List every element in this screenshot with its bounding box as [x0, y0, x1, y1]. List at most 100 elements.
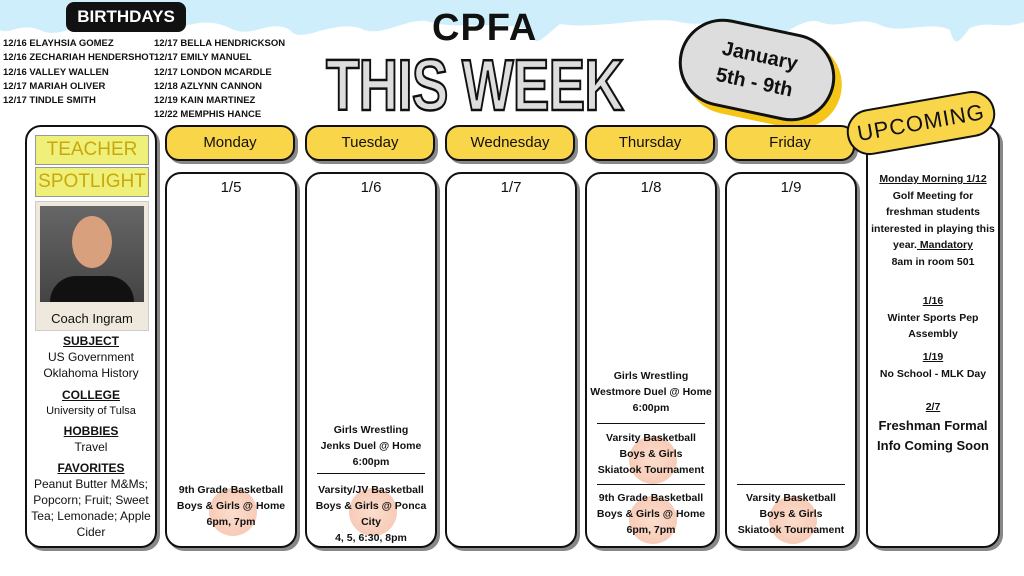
event: 9th Grade Basketball Boys & Girls @ Home 6… [167, 482, 295, 530]
birthday-entry: 12/17 LONDON MCARDLE [154, 66, 272, 78]
event-line: 9th Grade Basketball [178, 484, 284, 496]
upcoming-line: 8am in room 501 [891, 255, 975, 268]
college-value: University of Tulsa [46, 405, 136, 417]
upcoming-item: 1/16 Winter Sports Pep Assembly [868, 293, 998, 343]
event-line: Varsity Basketball [606, 432, 696, 444]
birthday-entry: 12/19 KAIN MARTINEZ [154, 95, 256, 107]
day-column-thursday: 1/8 Girls Wrestling Westmore Duel @ Home 6:… [585, 172, 717, 548]
upcoming-line: Freshman Formal [878, 417, 988, 433]
upcoming-date: 1/19 [922, 351, 944, 363]
basketball-icon [349, 488, 397, 536]
birthday-entry: 12/17 EMILY MANUEL [154, 52, 252, 64]
event-line: Boys & Girls @ Home [596, 508, 706, 520]
event-line: 4, 5, 6:30, 8pm [335, 532, 407, 544]
event-divider [317, 473, 425, 474]
day-header-thursday: Thursday [585, 125, 715, 161]
event-line: 6pm, 7pm [206, 516, 256, 528]
school-name: CPFA [432, 7, 538, 49]
birthdays-right-list: 12/17 BELLA HENDRICKSON 12/17 EMILY MANUE… [154, 37, 285, 123]
day-date: 1/7 [500, 179, 522, 196]
page-title: THIS WEEK [325, 46, 625, 126]
event: Girls Wrestling Westmore Duel @ Home 6:00p… [587, 368, 715, 416]
hobbies-section: HOBBIES Travel [27, 423, 155, 455]
spotlight-title-2: SPOTLIGHT [35, 167, 149, 197]
subject-label: SUBJECT [62, 334, 119, 348]
basketball-icon [769, 496, 817, 544]
birthday-entry: 12/18 AZLYNN CANNON [154, 80, 263, 92]
birthday-entry: 12/17 MARIAH OLIVER [3, 80, 106, 92]
mandatory-label: Mandatory [916, 239, 973, 251]
upcoming-line: Info Coming Soon [877, 437, 989, 453]
day-header-friday: Friday [725, 125, 855, 161]
day-column-monday: 1/5 9th Grade Basketball Boys & Girls @ Ho… [165, 172, 297, 548]
day-column-wednesday: 1/7 [445, 172, 577, 548]
event-line: 6pm, 7pm [626, 524, 676, 536]
day-date: 1/6 [360, 179, 382, 196]
upcoming-line: Golf Meeting for [892, 189, 974, 202]
event: 9th Grade Basketball Boys & Girls @ Home 6… [587, 490, 715, 538]
college-section: COLLEGE University of Tulsa [27, 387, 155, 419]
day-column-friday: 1/9 Varsity Basketball Boys & Girls Skiatoo… [725, 172, 857, 548]
day-column-tuesday: 1/6 Girls Wrestling Jenks Duel @ Home 6:00p… [305, 172, 437, 548]
teacher-name: Coach Ingram [51, 311, 133, 326]
day-header-wednesday: Wednesday [445, 125, 575, 161]
birthday-entry: 12/16 ELAYHSIA GOMEZ [3, 38, 114, 49]
basketball-icon [629, 496, 677, 544]
event-line: Boys & Girls [759, 508, 823, 520]
event-line: Varsity Basketball [746, 492, 836, 504]
event: Girls Wrestling Jenks Duel @ Home 6:00pm [307, 422, 435, 470]
drip-decoration [0, 0, 1024, 42]
event-line: Skiatook Tournament [737, 524, 845, 536]
event-divider [597, 484, 705, 485]
event: Varsity/JV Basketball Boys & Girls @ Ponc… [307, 482, 435, 546]
upcoming-line: interested in playing this [871, 222, 995, 235]
subject-1: US Government [47, 350, 135, 364]
upcoming-line: No School - MLK Day [879, 367, 987, 380]
upcoming-date: Monday Morning 1/12 [879, 173, 987, 185]
favorites-value: Peanut Butter M&Ms; Popcorn; Fruit; Swee… [31, 477, 151, 539]
birthday-entry: 12/17 BELLA HENDRICKSON [154, 38, 286, 49]
favorites-label: FAVORITES [57, 461, 125, 475]
event-line: 6:00pm [352, 456, 390, 468]
birthday-entry: 12/16 VALLEY WALLEN [3, 66, 109, 78]
day-date: 1/5 [220, 179, 242, 196]
basketball-icon [629, 436, 677, 484]
upcoming-line: freshman students [886, 206, 980, 218]
event-line: Varsity/JV Basketball [318, 484, 424, 496]
hobbies-value: Travel [74, 440, 108, 454]
basketball-icon [209, 488, 257, 536]
subject-2: Oklahoma History [43, 366, 139, 380]
event-line: 9th Grade Basketball [598, 492, 704, 504]
birthday-entry: 12/17 TINDLE SMITH [3, 95, 96, 107]
day-header-tuesday: Tuesday [305, 125, 435, 161]
event-line: Skiatook Tournament [597, 464, 705, 476]
teacher-photo: Coach Ingram [35, 201, 149, 331]
favorites-section: FAVORITES Peanut Butter M&Ms; Popcorn; Fr… [27, 460, 155, 540]
event: Varsity Basketball Boys & Girls Skiatook T… [587, 430, 715, 478]
event-line: Westmore Duel @ Home [590, 386, 712, 398]
upcoming-date: 1/16 [922, 295, 944, 307]
upcoming-panel: Monday Morning 1/12 Golf Meeting for fresh… [866, 125, 1000, 548]
spotlight-title-1: TEACHER [35, 135, 149, 165]
event-line: Girls Wrestling [613, 370, 689, 382]
teacher-spotlight-panel: TEACHER SPOTLIGHT Coach Ingram SUBJECT US… [25, 125, 157, 548]
event-line: Jenks Duel @ Home [320, 440, 422, 452]
subject-section: SUBJECT US Government Oklahoma History [27, 333, 155, 381]
upcoming-date: 2/7 [925, 401, 941, 413]
upcoming-item: 2/7 Freshman Formal Info Coming Soon [868, 399, 998, 456]
event-divider [737, 484, 845, 485]
event-divider [597, 423, 705, 424]
day-header-monday: Monday [165, 125, 295, 161]
event-line: Girls Wrestling [333, 424, 409, 436]
event-line: Boys & Girls [619, 448, 683, 460]
event-line: Boys & Girls @ Ponca City [315, 500, 427, 528]
birthdays-left-list: 12/16 ELAYHSIA GOMEZ 12/16 ZECHARIAH HEND… [3, 37, 155, 108]
upcoming-item: 1/19 No School - MLK Day [868, 349, 998, 382]
birthday-entry: 12/22 MEMPHIS HANCE [154, 109, 262, 121]
event-line: Boys & Girls @ Home [176, 500, 286, 512]
hobbies-label: HOBBIES [63, 424, 119, 438]
birthdays-title: BIRTHDAYS [66, 2, 186, 32]
event: Varsity Basketball Boys & Girls Skiatook T… [727, 490, 855, 538]
teacher-portrait [40, 206, 144, 302]
birthday-entry: 12/16 ZECHARIAH HENDERSHOT [3, 52, 155, 64]
